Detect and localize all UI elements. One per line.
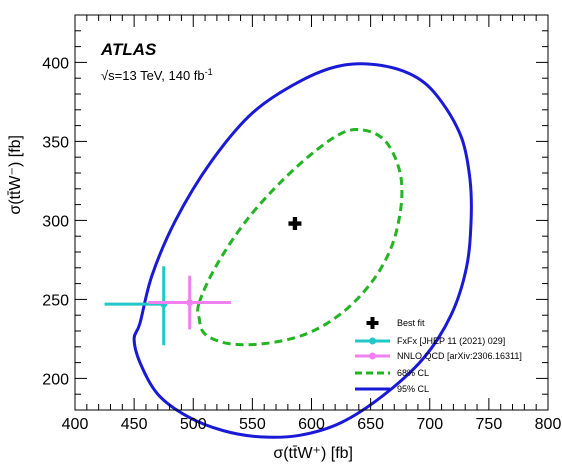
x-tick-label: 750	[476, 416, 503, 433]
y-tick-label: 400	[42, 55, 69, 72]
legend-nnlo-label: NNLO QCD [arXiv:2306.16311]	[397, 351, 522, 361]
legend-best-fit-label: Best fit	[397, 318, 425, 328]
plot-area	[104, 62, 473, 439]
y-tick-label: 300	[42, 213, 69, 230]
y-axis-label: σ(tt̄W⁻) [fb]	[7, 135, 24, 215]
x-tick-label: 500	[180, 416, 207, 433]
energy-label: √s=13 TeV, 140 fb-1	[101, 67, 213, 83]
y-tick-label: 200	[42, 371, 69, 388]
nnlo-prediction	[148, 275, 232, 330]
legend-best-fit-swatch	[366, 317, 379, 329]
legend-nnlo-marker	[369, 352, 376, 360]
x-axis-label: σ(tt̄W⁺) [fb]	[273, 445, 353, 462]
legend-fxfx-marker	[369, 337, 376, 345]
nnlo-prediction-marker	[186, 299, 194, 307]
contour-95cl	[132, 62, 473, 439]
x-tick-label: 800	[535, 416, 562, 433]
atlas-label: ATLAS	[100, 40, 157, 59]
axis-ticks	[74, 14, 549, 411]
legend-fxfx-label: FxFx [JHEP 11 (2021) 029]	[397, 336, 505, 346]
x-tick-label: 650	[357, 416, 384, 433]
legend: Best fit FxFx [JHEP 11 (2021) 029] NNLO QC…	[355, 317, 522, 394]
x-tick-labels: 400 450 500 550 600 650 700 750 800	[62, 416, 562, 433]
energy-superscript: -1	[205, 67, 213, 77]
x-tick-label: 450	[121, 416, 148, 433]
legend-95cl-label: 95% CL	[397, 384, 429, 394]
best-fit-marker	[288, 217, 302, 231]
y-tick-labels: 200 250 300 350 400	[42, 55, 69, 388]
y-tick-label: 250	[42, 292, 69, 309]
x-tick-label: 550	[239, 416, 266, 433]
y-tick-label: 350	[42, 134, 69, 151]
x-tick-label: 600	[298, 416, 325, 433]
contour-68cl	[196, 128, 404, 347]
x-tick-label: 700	[416, 416, 443, 433]
legend-68cl-label: 68% CL	[397, 368, 429, 378]
x-tick-label: 400	[62, 416, 89, 433]
energy-text: √s=13 TeV, 140 fb	[101, 68, 205, 83]
